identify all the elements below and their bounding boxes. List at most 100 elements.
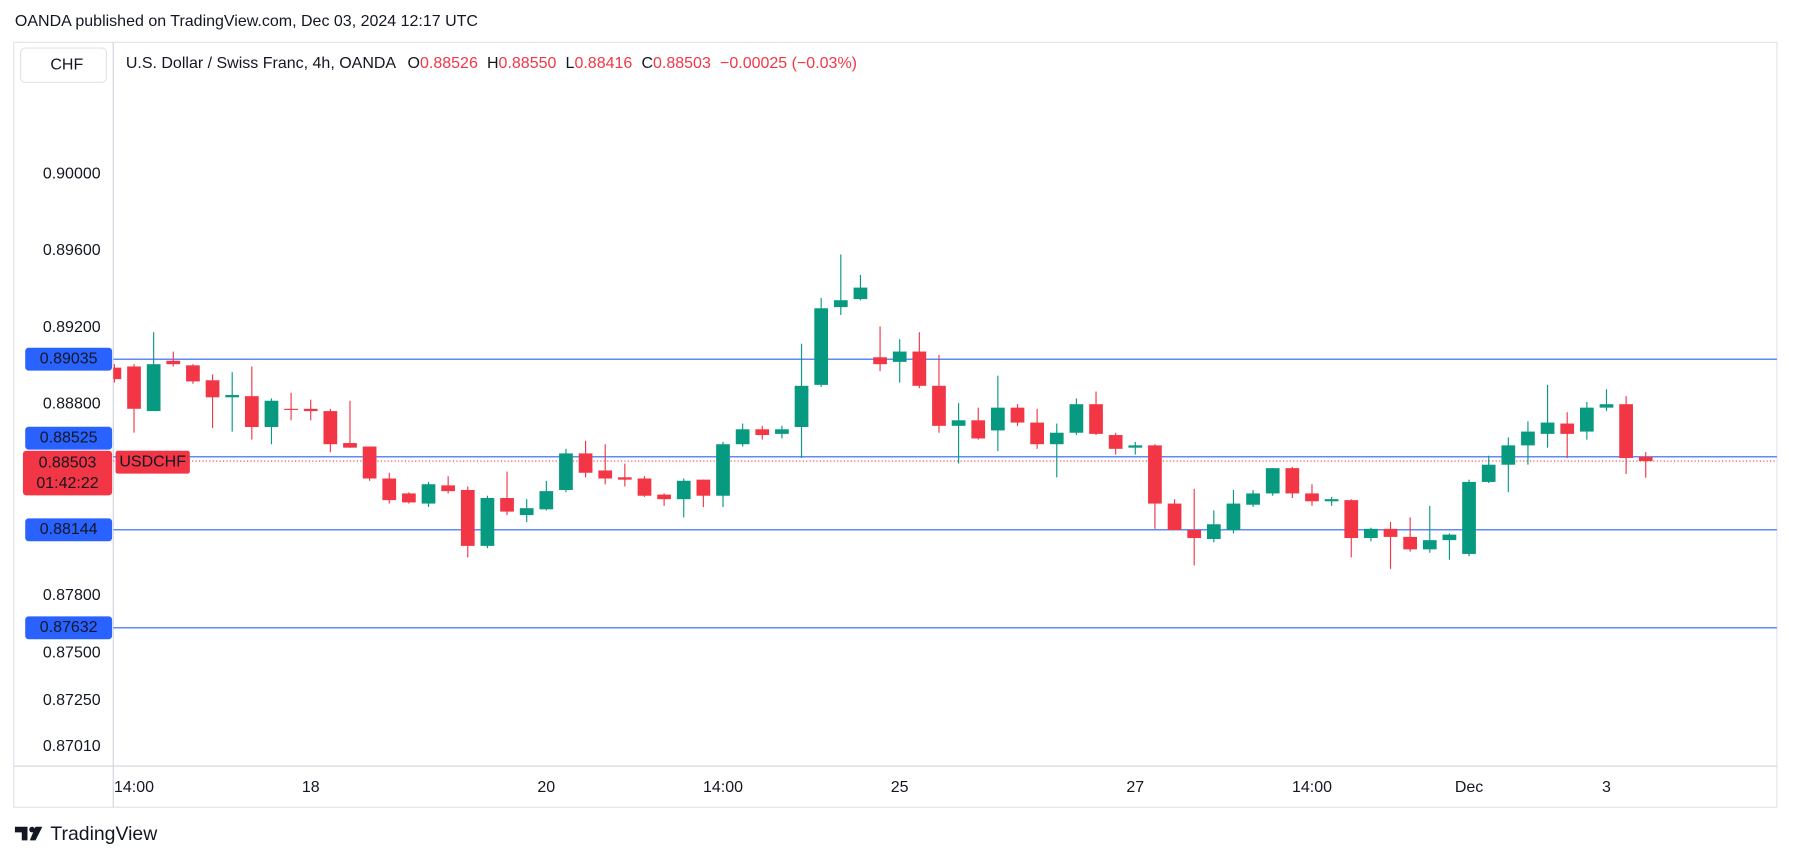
candle-body: [1344, 500, 1359, 539]
legend-key: H: [487, 55, 499, 72]
legend-key: O: [408, 55, 420, 72]
logo-mark: [29, 826, 35, 833]
footer-brand: TradingView: [50, 823, 158, 845]
price-line-label: 0.87632: [40, 619, 98, 636]
y-tick-label: 0.87800: [43, 587, 101, 604]
x-tick-label: 14:00: [703, 779, 743, 796]
candle-body: [1246, 493, 1260, 505]
y-tick-label: 0.89600: [43, 242, 101, 259]
candle-body: [991, 407, 1005, 431]
candle-body: [637, 478, 652, 496]
candle-body: [1422, 540, 1437, 550]
candle-body: [1501, 445, 1516, 465]
candle-body: [912, 351, 927, 386]
candle-body: [1442, 534, 1457, 541]
candle-body: [755, 429, 770, 436]
candle-body: [284, 408, 298, 410]
tradingview-logo: [14, 826, 43, 841]
candle-body: [1049, 432, 1064, 445]
candle-body: [146, 364, 161, 412]
price-line-label: 0.89035: [40, 350, 98, 367]
candle-body: [1364, 528, 1378, 539]
candle-body: [1206, 524, 1221, 540]
candle-body: [113, 367, 122, 380]
candle-body: [1638, 456, 1653, 462]
candle-body: [539, 491, 554, 510]
current-price-badge: [22, 450, 113, 496]
candle-body: [1305, 493, 1319, 502]
x-tick-label: 14:00: [1292, 779, 1332, 796]
candle-body: [402, 493, 416, 503]
candle-body: [794, 385, 809, 427]
candle-body: [1108, 435, 1123, 449]
candle-body: [362, 446, 377, 479]
candle-body: [480, 498, 495, 546]
y-tick-label: 0.88800: [43, 395, 101, 412]
candle-body: [225, 395, 240, 398]
legend-value: 0.88526: [420, 55, 478, 72]
candle-body: [873, 357, 887, 365]
candle-body: [814, 308, 829, 385]
x-tick-label: 27: [1126, 779, 1144, 796]
candle-body: [1619, 404, 1633, 459]
candle-body: [264, 400, 279, 427]
x-tick-label: 18: [302, 779, 320, 796]
candle-body: [186, 365, 200, 382]
candle-body: [1128, 445, 1143, 448]
overlay: U.S. Dollar / Swiss Franc, 4h, OANDA O0.8…: [22, 55, 1611, 796]
candle-body: [323, 411, 338, 445]
legend: U.S. Dollar / Swiss Franc, 4h, OANDA O0.8…: [126, 55, 857, 72]
candle-body: [441, 485, 456, 492]
candle-body: [519, 508, 534, 516]
candle-body: [559, 453, 573, 490]
price-line-badge: [25, 616, 113, 640]
candle-body: [1148, 445, 1162, 504]
candle-body: [932, 385, 946, 426]
candle-body: [598, 470, 613, 479]
x-tick-label: Dec: [1455, 779, 1483, 796]
candle-body: [1560, 423, 1575, 434]
candle-body: [1462, 481, 1476, 554]
candle-body: [382, 478, 397, 501]
candle-body: [244, 396, 259, 427]
candle-body: [343, 443, 357, 448]
candle-body: [735, 429, 750, 445]
candle-body: [1579, 407, 1594, 432]
candle-body: [617, 477, 632, 480]
candle-body: [971, 420, 986, 439]
y-tick-label: 0.90000: [43, 166, 101, 183]
candle-body: [1010, 407, 1025, 423]
candle-body: [1069, 404, 1084, 433]
price-line-badge: [25, 426, 113, 450]
price-line-label: 0.88525: [40, 429, 98, 446]
candle-body: [1226, 503, 1241, 531]
candle-body: [892, 351, 907, 362]
symbol-badge: [115, 450, 190, 474]
candle-body: [1187, 530, 1202, 539]
logo-mark: [14, 826, 28, 841]
candle-body: [833, 300, 848, 308]
candle-body: [676, 480, 691, 500]
x-tick-label: 3: [1602, 779, 1611, 796]
candle-body: [1285, 468, 1300, 494]
legend-value: 0.88550: [499, 55, 557, 72]
currency-label[interactable]: CHF: [50, 56, 83, 73]
candle-body: [303, 408, 318, 412]
chart-frame: [13, 41, 1778, 808]
candle-body: [1599, 404, 1614, 408]
candle-body: [1030, 422, 1044, 445]
candle-body: [578, 453, 593, 473]
legend-title: U.S. Dollar / Swiss Franc, 4h, OANDA: [126, 55, 397, 72]
legend-change: −0.00025 (−0.03%): [720, 55, 857, 72]
x-tick-label: 14:00: [114, 779, 154, 796]
publish-header: OANDA published on TradingView.com, Dec …: [15, 13, 478, 30]
candle-body: [775, 429, 789, 434]
candle-body: [500, 498, 514, 512]
candle-body: [853, 287, 868, 300]
price-line-badge: [25, 347, 113, 371]
currency-button[interactable]: [20, 47, 107, 83]
symbol-label: USDCHF: [119, 453, 186, 470]
candle-body: [421, 484, 436, 504]
